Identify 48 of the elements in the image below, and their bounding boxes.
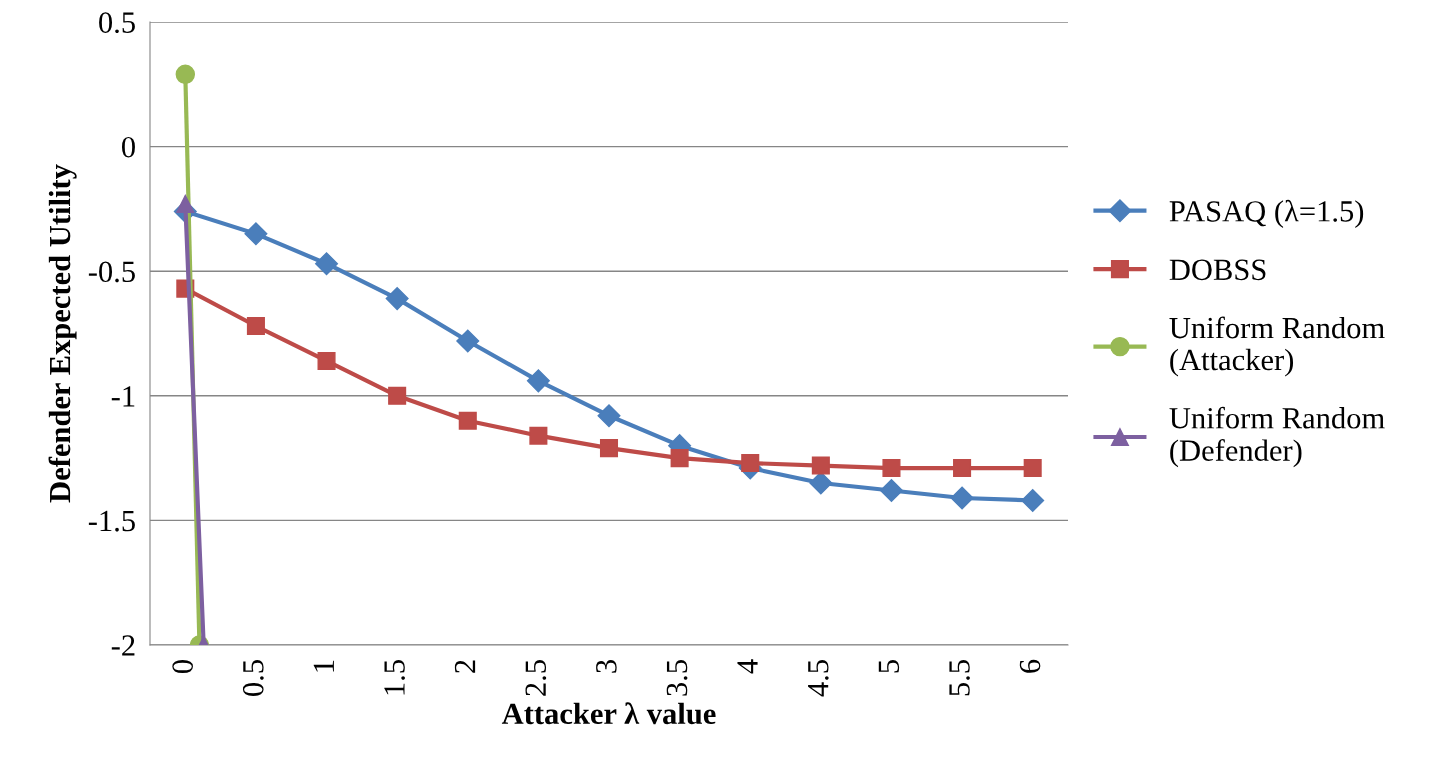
legend-label: Uniform Random (Attacker) — [1169, 316, 1385, 377]
point — [1023, 459, 1042, 478]
x-tick-label: 2 — [454, 660, 476, 673]
point — [811, 456, 830, 475]
point — [529, 426, 548, 445]
point — [670, 449, 689, 468]
y-tick-label: -1.5 — [88, 510, 135, 532]
point — [882, 459, 901, 478]
y-tick-label: 0.5 — [99, 12, 135, 34]
x-tick-label: 2.5 — [525, 660, 547, 696]
x-tick-label: 4 — [737, 659, 758, 674]
x-tick-label: 6 — [1019, 659, 1041, 673]
x-tick-label: 3.5 — [666, 660, 688, 696]
x-axis-title: Attacker λ value — [501, 702, 716, 725]
point — [246, 316, 265, 336]
point — [1021, 488, 1045, 512]
y-tick-label: 0 — [122, 136, 135, 158]
point — [741, 454, 760, 473]
x-tick-label: 4.5 — [808, 660, 829, 697]
x-tick-label: 5.5 — [949, 660, 970, 696]
point — [599, 439, 619, 458]
point — [458, 411, 477, 430]
y-tick-label: -1 — [111, 386, 135, 407]
x-tick-label: 3 — [596, 660, 617, 673]
x-tick-label: 1.5 — [384, 660, 405, 695]
legend-label: DOBSS — [1169, 259, 1266, 281]
point — [175, 64, 196, 85]
y-tick-label: -0.5 — [88, 261, 135, 283]
point — [244, 222, 268, 246]
point — [456, 329, 480, 353]
y-axis-title: Defender Expected Utility — [48, 164, 77, 503]
point — [176, 194, 195, 213]
point — [953, 459, 972, 478]
point — [526, 369, 550, 393]
x-tick-label: 5 — [878, 660, 900, 673]
x-tick-label: 0.5 — [242, 660, 264, 696]
legend-label: Uniform Random (Defender) — [1169, 406, 1385, 468]
point — [950, 486, 974, 510]
y-tick-label: -2 — [111, 635, 135, 656]
point — [388, 386, 407, 405]
point — [317, 351, 336, 370]
x-tick-label: 0 — [172, 660, 193, 673]
point — [315, 252, 339, 276]
x-tick-label: 1 — [313, 660, 334, 672]
point — [597, 404, 621, 428]
point — [879, 478, 903, 502]
point — [385, 287, 409, 311]
legend-label: PASAQ (λ=1.5) — [1169, 199, 1364, 228]
